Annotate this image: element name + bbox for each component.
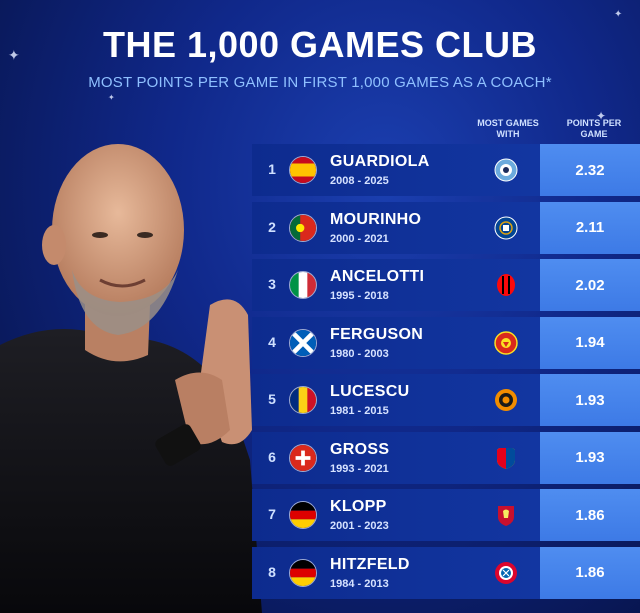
coach-years: 2001 - 2023 (330, 520, 389, 532)
ppg-value: 1.93 (575, 391, 605, 409)
liverpool-crest-icon (498, 506, 514, 526)
basel-crest-icon (497, 447, 515, 469)
rank: 2 (268, 218, 276, 235)
coach-photo (0, 144, 262, 613)
column-header-most-games-with: MOST GAMES WITH (477, 118, 539, 139)
column-header-points-per-game: POINTS PER GAME (566, 118, 622, 139)
coach-name: MOURINHO (330, 210, 422, 228)
rank: 8 (268, 563, 276, 580)
table-row: 7 KLOPP 2001 - 2023 1.86 (252, 489, 640, 541)
coach-name: GROSS (330, 440, 390, 458)
ppg-value: 2.11 (575, 219, 605, 236)
table-row: 8 HITZFELD 1984 - 2013 1.86 (252, 546, 640, 599)
ppg-cell: 1.94 (540, 316, 640, 369)
ppg-cell: 1.86 (540, 546, 640, 599)
ppg-cell: 1.86 (540, 489, 640, 541)
ppg-value: 1.93 (575, 449, 605, 466)
rank: 5 (268, 391, 276, 407)
switzerland-flag-icon (289, 443, 317, 472)
rank: 3 (268, 276, 276, 292)
romania-flag-icon (289, 386, 317, 414)
coach-years: 1984 - 2013 (330, 577, 389, 590)
sparkle-icon: ✦ (614, 9, 623, 20)
spain-flag-icon (289, 156, 317, 184)
coach-years: 1995 - 2018 (330, 290, 389, 302)
ppg-cell: 1.93 (540, 431, 640, 484)
coach-name: LUCESCU (330, 383, 410, 400)
table-row: 2 MOURINHO 2000 - 2021 2.11 (252, 201, 640, 254)
germany-flag-icon (289, 501, 317, 529)
sparkle-icon: ✦ (596, 109, 607, 123)
man-city-crest-icon (494, 158, 518, 182)
rank: 4 (268, 333, 276, 350)
ppg-cell: 1.93 (540, 374, 640, 426)
ppg-value: 1.94 (575, 334, 605, 351)
ppg-value: 1.86 (575, 564, 605, 581)
coach-years: 2000 - 2021 (330, 232, 389, 245)
coach-years: 1981 - 2015 (330, 405, 389, 417)
coach-name: ANCELOTTI (330, 268, 425, 285)
portugal-flag-icon (289, 213, 317, 242)
ppg-value: 2.32 (575, 161, 605, 179)
ppg-cell: 2.32 (540, 144, 640, 196)
coaches-table: 1 GUARDIOLA 2008 - 2025 2.32 2 MOURINHO … (252, 144, 640, 604)
table-row: 6 GROSS 1993 - 2021 1.93 (252, 431, 640, 484)
table-row: 1 GUARDIOLA 2008 - 2025 2.32 (252, 144, 640, 196)
table-row: 4 FERGUSON 1980 - 2003 1.94 (252, 316, 640, 369)
ac-milan-crest-icon (497, 274, 515, 296)
scotland-flag-icon (289, 328, 317, 357)
coach-years: 2008 - 2025 (330, 175, 389, 187)
table-row: 3 ANCELOTTI 1995 - 2018 2.02 (252, 259, 640, 311)
ppg-cell: 2.11 (540, 201, 640, 254)
coach-name: FERGUSON (330, 325, 424, 343)
italy-flag-icon (289, 271, 317, 299)
chelsea-crest-icon (494, 216, 518, 239)
page-subtitle: MOST POINTS PER GAME IN FIRST 1,000 GAME… (88, 74, 552, 91)
rank: 7 (268, 506, 276, 522)
sparkle-icon: ✦ (108, 93, 115, 102)
page-title: THE 1,000 GAMES CLUB (102, 24, 538, 65)
table-row: 5 LUCESCU 1981 - 2015 1.93 (252, 374, 640, 426)
shakhtar-crest-icon (495, 389, 517, 411)
bayern-crest-icon (495, 561, 517, 584)
coach-years: 1993 - 2021 (330, 462, 389, 475)
coach-years: 1980 - 2003 (330, 347, 389, 360)
coach-name: KLOPP (330, 498, 387, 515)
ppg-cell: 2.02 (540, 259, 640, 311)
coach-name: HITZFELD (330, 555, 410, 573)
germany-flag-icon (289, 558, 317, 587)
man-united-crest-icon (494, 330, 518, 355)
ppg-value: 2.02 (575, 276, 605, 294)
ppg-value: 1.86 (575, 506, 605, 524)
rank: 6 (268, 448, 276, 465)
sparkle-icon: ✦ (8, 47, 20, 63)
coach-name: GUARDIOLA (330, 153, 430, 170)
rank: 1 (268, 161, 276, 177)
